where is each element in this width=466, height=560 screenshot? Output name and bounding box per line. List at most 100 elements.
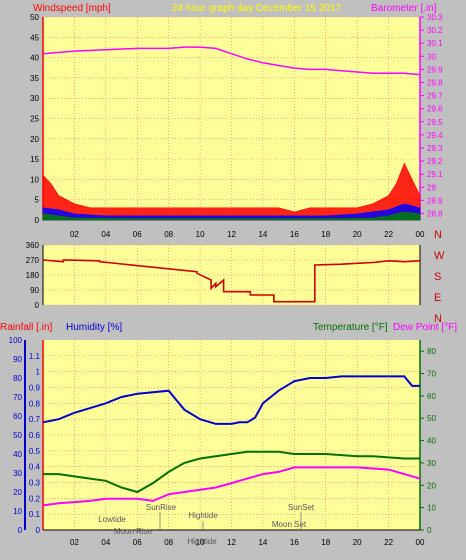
- barometer-tick-label: 29.8: [427, 78, 443, 87]
- temperature-tick-label: 10: [427, 504, 436, 513]
- wind-tick-label: 10: [30, 175, 39, 184]
- wind-tick-label: 35: [30, 74, 39, 83]
- compass-label: W: [434, 250, 445, 262]
- rainfall-axis-label: Rainfall [.in]: [0, 322, 52, 333]
- temperature-tick-label: 70: [427, 370, 436, 379]
- chart-layer: 0510152025303540455028.828.92929.129.229…: [9, 13, 445, 547]
- humidity-tick-label: 0.9: [29, 384, 41, 393]
- barometer-tick-label: 28.9: [427, 196, 443, 205]
- compass-label: N: [434, 313, 442, 325]
- thermo-x-tick-label: 16: [290, 538, 299, 547]
- barometer-tick-label: 29: [427, 183, 436, 192]
- barometer-tick-label: 29.5: [427, 118, 443, 127]
- humidity-tick-label: 0.4: [29, 463, 41, 472]
- temperature-tick-label: 0: [427, 526, 432, 535]
- thermo-x-tick-label: 22: [384, 538, 393, 547]
- wind-tick-label: 25: [30, 115, 39, 124]
- wind-tick-label: 40: [30, 54, 39, 63]
- wind-x-tick-label: 18: [321, 230, 330, 239]
- wind-tick-label: 0: [35, 216, 40, 225]
- humidity-tick-label: 1.1: [29, 352, 41, 361]
- temperature-tick-label: 80: [427, 347, 436, 356]
- humidity-tick-label: 0.6: [29, 431, 41, 440]
- barometer-tick-label: 29.6: [427, 105, 443, 114]
- thermo-x-tick-label: 10: [196, 538, 205, 547]
- temperature-tick-label: 40: [427, 437, 436, 446]
- rainfall-tick-label: 10: [13, 507, 22, 516]
- humidity-line: [42, 375, 420, 425]
- wind-x-tick-label: 10: [196, 230, 205, 239]
- barometer-tick-label: 29.7: [427, 92, 443, 101]
- rainfall-tick-label: 100: [9, 336, 23, 345]
- wind-x-tick-label: 08: [164, 230, 173, 239]
- thermo-x-tick-label: 12: [227, 538, 236, 547]
- barometer-line: [42, 46, 421, 76]
- windspeed-axis-label: Windspeed [mph]: [33, 3, 111, 14]
- temperature-tick-label: 20: [427, 481, 436, 490]
- tide-sun-annotation: Moon Rise: [114, 527, 153, 536]
- wind_avg-area: [42, 203, 421, 221]
- wind-tick-label: 15: [30, 155, 39, 164]
- thermo-plot-area: [43, 340, 420, 530]
- humidity-tick-label: 0.3: [29, 479, 41, 488]
- temperature-tick-label: 50: [427, 414, 436, 423]
- temperature-line: [43, 450, 420, 494]
- humidity-tick-label: 0.5: [29, 447, 41, 456]
- wind-x-tick-label: 02: [70, 230, 79, 239]
- rainfall-tick-label: 60: [13, 412, 22, 421]
- wind-x-tick-label: 20: [353, 230, 362, 239]
- wind-tick-label: 45: [30, 33, 39, 42]
- chart-title: 24 hour graph day December 15 2017: [172, 3, 341, 14]
- barometer-tick-label: 29.3: [427, 144, 443, 153]
- thermo-x-tick-label: 08: [164, 538, 173, 547]
- thermo-x-tick-label: 06: [133, 538, 142, 547]
- direction-tick-label: 270: [26, 256, 40, 265]
- thermo-x-tick-label: 00: [416, 538, 425, 547]
- wind-x-tick-label: 16: [290, 230, 299, 239]
- humidity-axis-label: Humidity [%]: [66, 322, 122, 333]
- humidity-tick-label: 0.8: [29, 399, 41, 408]
- thermo-x-tick-label: 04: [101, 538, 110, 547]
- wind-tick-label: 5: [35, 196, 40, 205]
- tide-sun-annotation: Hightide: [187, 537, 217, 546]
- wind-x-tick-label: 06: [133, 230, 142, 239]
- dewpoint-line: [42, 466, 421, 507]
- barometer-tick-label: 30.3: [427, 13, 443, 22]
- wind-x-tick-label: 12: [227, 230, 236, 239]
- barometer-axis-label: Barometer [.in]: [371, 3, 437, 14]
- tide-sun-annotation: Lowtide: [98, 515, 126, 524]
- tide-sun-annotation: SunRise: [146, 503, 177, 512]
- barometer-tick-label: 29.9: [427, 65, 443, 74]
- compass-label: S: [434, 271, 441, 283]
- barometer-tick-label: 29.2: [427, 157, 443, 166]
- direction-tick-label: 360: [26, 241, 40, 250]
- wind-x-tick-label: 04: [101, 230, 110, 239]
- rainfall-tick-label: 20: [13, 488, 22, 497]
- barometer-tick-label: 30.2: [427, 26, 443, 35]
- barometer-tick-label: 30: [427, 52, 436, 61]
- wind-tick-label: 30: [30, 94, 39, 103]
- humidity-tick-label: 1: [36, 368, 41, 377]
- wind-tick-label: 50: [30, 13, 39, 22]
- barometer-tick-label: 30.1: [427, 39, 443, 48]
- tide-sun-annotation: Moon Set: [272, 520, 307, 529]
- humidity-tick-label: 0.2: [29, 494, 41, 503]
- wind-tick-label: 20: [30, 135, 39, 144]
- dewpoint-axis-label: Dew Point [°F]: [393, 322, 457, 333]
- compass-label: N: [434, 229, 442, 241]
- rainfall-tick-label: 70: [13, 393, 22, 402]
- barometer-tick-label: 28.8: [427, 209, 443, 218]
- rainfall-tick-label: 90: [13, 355, 22, 364]
- humidity-tick-label: 0: [36, 526, 41, 535]
- direction-tick-label: 180: [26, 271, 40, 280]
- humidity-tick-label: 0.7: [29, 415, 41, 424]
- thermo-x-tick-label: 20: [353, 538, 362, 547]
- humidity-tick-label: 0.1: [29, 510, 41, 519]
- rainfall-tick-label: 50: [13, 431, 22, 440]
- temperature-tick-label: 60: [427, 392, 436, 401]
- wind-x-tick-label: 22: [384, 230, 393, 239]
- wind_min-area: [42, 211, 421, 221]
- thermo-x-tick-label: 02: [70, 538, 79, 547]
